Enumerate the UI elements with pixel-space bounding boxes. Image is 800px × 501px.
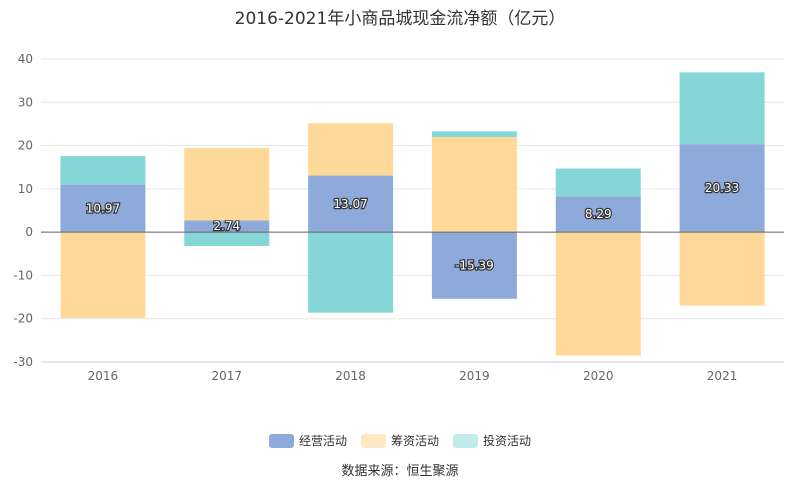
- bar-financing: [555, 232, 641, 356]
- legend-item-investing[interactable]: 投资活动: [453, 432, 531, 449]
- data-source-note: 数据来源：恒生聚源: [341, 464, 459, 479]
- bar-investing: [679, 72, 765, 145]
- bar-investing: [431, 131, 517, 137]
- y-tick-label: -30: [13, 355, 33, 369]
- data-label: 8.29: [585, 207, 612, 221]
- legend-label-investing: 投资活动: [483, 434, 532, 448]
- data-label: -15.39: [455, 258, 494, 272]
- legend-item-operating[interactable]: 经营活动: [268, 432, 347, 449]
- legend-label-operating: 经营活动: [298, 434, 347, 448]
- y-tick-label: -20: [13, 312, 33, 326]
- x-tick-label: 2020: [583, 369, 614, 383]
- bar-investing: [184, 232, 270, 246]
- bar-operating: [555, 196, 641, 233]
- y-tick-label: 0: [25, 225, 33, 239]
- data-label: 2.74: [213, 219, 240, 233]
- bar-operating: [431, 232, 517, 299]
- legend-swatch-financing: [360, 433, 386, 448]
- data-label: 10.97: [86, 201, 120, 215]
- x-tick-label: 2019: [459, 369, 490, 383]
- y-tick-label: -10: [13, 268, 33, 282]
- bar-operating: [184, 220, 270, 233]
- x-tick-label: 2018: [335, 369, 366, 383]
- legend-swatch-operating: [268, 433, 294, 448]
- bar-financing: [431, 136, 517, 233]
- y-tick-label: 30: [18, 95, 33, 109]
- data-label: 13.07: [333, 197, 367, 211]
- legend: 经营活动 筹资活动 投资活动: [0, 432, 800, 449]
- bar-operating: [679, 144, 765, 233]
- bar-operating: [60, 184, 146, 233]
- bar-investing: [308, 232, 394, 313]
- bar-financing: [679, 232, 765, 306]
- bar-operating: [308, 175, 394, 233]
- bar-investing: [555, 168, 641, 197]
- legend-item-financing[interactable]: 筹资活动: [360, 432, 439, 449]
- chart-title: 2016-2021年小商品城现金流净额（亿元）: [234, 9, 566, 29]
- x-tick-label: 2016: [88, 369, 119, 383]
- bar-investing: [60, 156, 146, 185]
- bar-financing: [60, 232, 146, 318]
- bar-financing: [308, 123, 394, 176]
- y-tick-label: 40: [18, 52, 33, 66]
- x-tick-label: 2021: [707, 369, 738, 383]
- data-label: 20.33: [705, 181, 739, 195]
- legend-swatch-investing: [453, 433, 478, 448]
- bar-financing: [184, 147, 270, 221]
- y-tick-label: 20: [18, 139, 33, 153]
- chart-plot: -30 -20 -10 0 10 20 30 40 10.97 2016 2.74 2017 13.07…: [13, 52, 784, 383]
- x-tick-label: 2017: [211, 369, 242, 383]
- y-tick-label: 10: [18, 182, 33, 196]
- legend-label-financing: 筹资活动: [390, 434, 439, 448]
